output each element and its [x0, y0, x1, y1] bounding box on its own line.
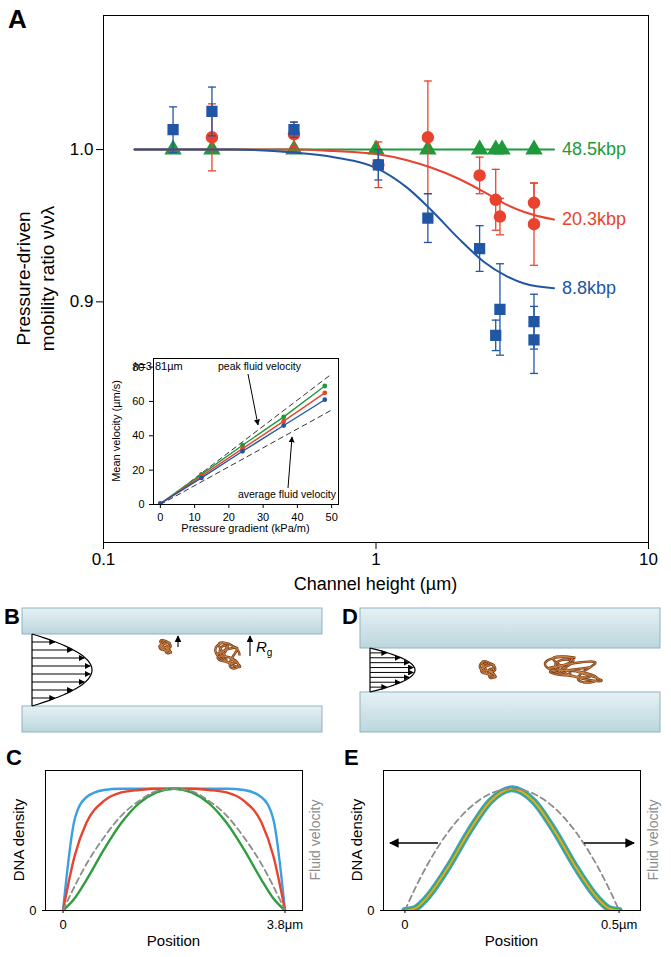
- svg-text:0: 0: [29, 903, 36, 918]
- svg-text:0.5µm: 0.5µm: [601, 917, 637, 932]
- svg-text:0: 0: [367, 903, 374, 918]
- svg-text:50: 50: [326, 511, 338, 523]
- svg-text:Pressure gradient (kPa/m): Pressure gradient (kPa/m): [181, 522, 309, 534]
- svg-text:8.8kbp: 8.8kbp: [562, 278, 616, 298]
- svg-text:1.0: 1.0: [70, 140, 94, 159]
- svg-text:D: D: [342, 604, 358, 629]
- svg-text:Channel height (µm): Channel height (µm): [294, 574, 457, 594]
- svg-text:E: E: [344, 745, 359, 770]
- svg-text:Mean velocity (µm/s): Mean velocity (µm/s): [110, 380, 122, 482]
- svg-text:Rg: Rg: [256, 638, 272, 658]
- svg-text:10: 10: [188, 511, 201, 524]
- svg-text:Position: Position: [147, 932, 200, 949]
- svg-text:20: 20: [222, 511, 235, 524]
- svg-text:B: B: [4, 604, 20, 629]
- svg-text:60: 60: [132, 395, 144, 407]
- svg-text:0: 0: [157, 511, 163, 523]
- svg-text:0.9: 0.9: [70, 292, 94, 311]
- svg-text:10: 10: [639, 550, 658, 569]
- svg-text:3.8μm: 3.8μm: [267, 917, 303, 932]
- svg-text:Pressure-driven: Pressure-driven: [13, 211, 34, 345]
- svg-text:average fluid velocity: average fluid velocity: [238, 488, 337, 500]
- svg-text:80: 80: [132, 360, 145, 373]
- svg-text:30: 30: [257, 511, 270, 524]
- svg-text:Fluid velocity: Fluid velocity: [645, 800, 661, 881]
- svg-text:Fluid velocity: Fluid velocity: [307, 800, 323, 881]
- svg-text:Position: Position: [485, 932, 538, 949]
- svg-text:20.3kbp: 20.3kbp: [562, 209, 626, 229]
- svg-text:C: C: [6, 745, 22, 770]
- svg-text:0.1: 0.1: [92, 550, 116, 569]
- svg-text:48.5kbp: 48.5kbp: [562, 139, 626, 159]
- svg-text:mobility ratio ν/νλ: mobility ratio ν/νλ: [37, 205, 58, 351]
- svg-text:0: 0: [138, 498, 144, 510]
- svg-text:DNA density: DNA density: [348, 798, 365, 881]
- svg-text:0: 0: [401, 917, 408, 932]
- svg-text:0: 0: [59, 917, 66, 932]
- svg-text:h=3.81µm: h=3.81µm: [133, 360, 182, 372]
- svg-text:DNA density: DNA density: [10, 798, 27, 881]
- svg-text:peak fluid velocity: peak fluid velocity: [218, 360, 302, 372]
- svg-text:40: 40: [291, 511, 304, 524]
- svg-text:1: 1: [371, 550, 380, 569]
- svg-text:20: 20: [132, 464, 144, 476]
- svg-text:40: 40: [132, 429, 144, 441]
- svg-text:A: A: [8, 4, 27, 34]
